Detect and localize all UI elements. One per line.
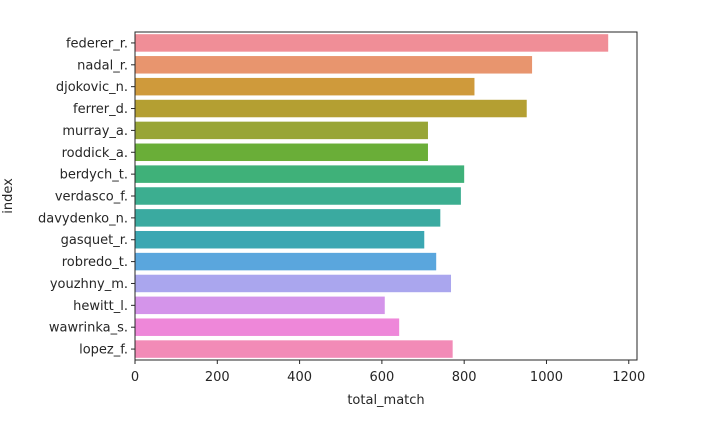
y-tick-label: verdasco_f. <box>55 190 128 205</box>
y-tick-label: youzhny_m. <box>50 277 128 292</box>
bar-ferrer-d <box>135 99 527 118</box>
y-tick-label: wawrinka_s. <box>49 321 128 336</box>
y-axis-label: index <box>1 178 16 214</box>
plot-frame <box>134 31 638 361</box>
bar-djokovic-n <box>135 77 475 96</box>
bar-verdasco-f <box>135 187 461 205</box>
y-tick-label: federer_r. <box>66 36 128 51</box>
x-tick-label: 400 <box>287 370 312 385</box>
y-tick-label: murray_a. <box>62 124 128 139</box>
x-tick-label: 0 <box>131 370 139 385</box>
bar-federer-r <box>135 34 609 52</box>
x-tick-label: 1000 <box>530 370 563 385</box>
y-ticks-group: federer_r. nadal_r. djokovic_n. ferrer_d.mu… <box>38 36 135 358</box>
y-tick-label: gasquet_r. <box>61 233 128 248</box>
y-tick-label: roddick_a. <box>62 146 128 161</box>
y-tick-label: davydenko_n. <box>38 211 128 226</box>
bar-davydenko-n <box>135 209 441 227</box>
x-tick-label: 200 <box>205 370 230 385</box>
x-axis-label: total_match <box>347 393 424 408</box>
bar-wawrinka-s <box>135 318 400 336</box>
y-tick-label: hewitt_l. <box>73 299 128 314</box>
bar-hewitt-l <box>135 296 385 315</box>
bar-robredo-t <box>135 252 437 271</box>
y-tick-label: nadal_r. <box>77 58 128 73</box>
bar-roddick-a <box>135 143 428 162</box>
x-tick-label: 800 <box>452 370 477 385</box>
y-tick-label: ferrer_d. <box>73 102 128 117</box>
x-ticks-group: 0 200 400 600 800 1000 1200 <box>131 360 645 385</box>
bar-nadal-r <box>135 56 533 74</box>
x-tick-label: 1200 <box>612 370 645 385</box>
x-tick-label: 600 <box>369 370 394 385</box>
bar-murray-a <box>135 121 428 140</box>
y-tick-label: djokovic_n. <box>56 80 128 95</box>
y-tick-label: robredo_t. <box>62 255 128 270</box>
bar-lopez-f <box>135 340 453 358</box>
bars-group <box>135 34 609 358</box>
y-tick-label: lopez_f. <box>79 343 128 358</box>
bar-youzhny-m <box>135 274 452 293</box>
y-tick-label: berdych_t. <box>60 168 128 183</box>
bar-berdych-t <box>135 165 465 183</box>
bar-gasquet-r <box>135 230 425 249</box>
